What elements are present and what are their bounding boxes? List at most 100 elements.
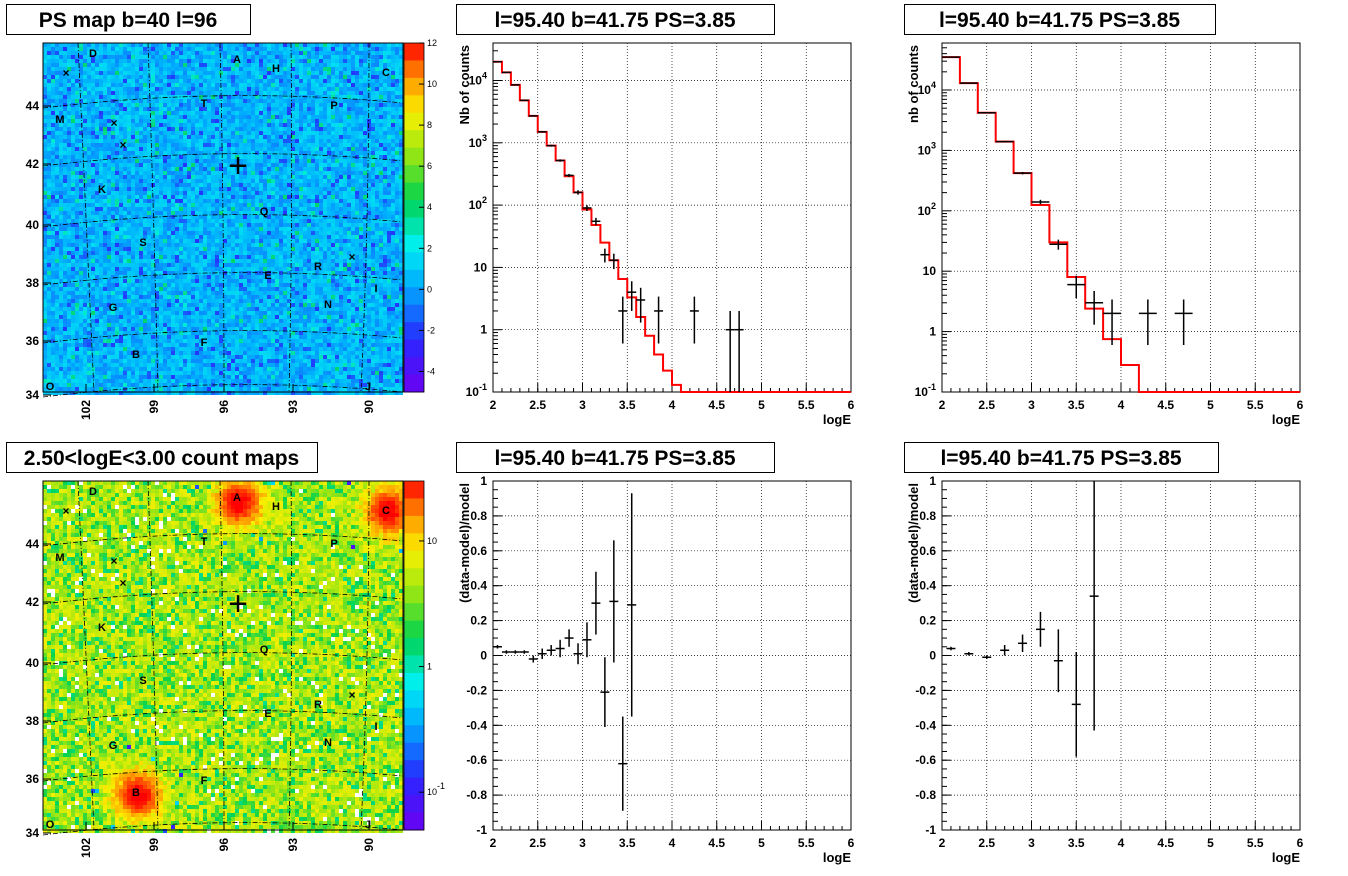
map-pixel — [351, 195, 355, 199]
map-pixel — [59, 135, 63, 139]
map-pixel — [203, 243, 207, 247]
map-pixel — [211, 179, 215, 183]
map-pixel — [111, 123, 115, 127]
map-pixel — [355, 59, 359, 63]
map-pixel — [331, 107, 335, 111]
map-pixel — [271, 227, 275, 231]
map-pixel — [171, 191, 175, 195]
map-pixel — [359, 127, 363, 131]
map-pixel — [303, 235, 307, 239]
map-pixel — [303, 115, 307, 119]
map-pixel — [347, 175, 351, 179]
map-pixel — [63, 51, 67, 55]
map-pixel — [175, 83, 179, 87]
map-pixel — [75, 243, 79, 247]
map-pixel — [135, 71, 139, 75]
map-pixel — [179, 115, 183, 119]
map-pixel — [171, 59, 175, 63]
map-pixel — [151, 95, 155, 99]
map-pixel — [371, 55, 375, 59]
map-pixel — [235, 211, 239, 215]
map-pixel — [179, 87, 183, 91]
map-pixel — [275, 107, 279, 111]
map-pixel — [203, 179, 207, 183]
map-pixel — [243, 183, 247, 187]
map-pixel — [267, 127, 271, 131]
map-pixel — [91, 215, 95, 219]
map-pixel — [199, 59, 203, 63]
map-pixel — [311, 43, 315, 47]
map-pixel — [327, 203, 331, 207]
map-pixel — [211, 83, 215, 87]
map-pixel — [379, 135, 383, 139]
map-pixel — [55, 87, 59, 91]
map-pixel — [175, 103, 179, 107]
map-pixel — [287, 203, 291, 207]
map-pixel — [59, 43, 63, 47]
map-pixel — [199, 211, 203, 215]
map-pixel — [59, 127, 63, 131]
map-pixel — [123, 247, 127, 251]
map-pixel — [183, 207, 187, 211]
map-pixel — [187, 215, 191, 219]
map-pixel — [187, 255, 191, 259]
map-pixel — [171, 99, 175, 103]
map-pixel — [83, 51, 87, 55]
map-pixel — [47, 227, 51, 231]
map-pixel — [291, 115, 295, 119]
map-pixel — [347, 251, 351, 255]
map-pixel — [279, 119, 283, 123]
map-pixel — [247, 203, 251, 207]
map-pixel — [315, 119, 319, 123]
map-pixel — [163, 207, 167, 211]
map-pixel — [271, 183, 275, 187]
map-pixel — [111, 67, 115, 71]
map-pixel — [387, 171, 391, 175]
map-pixel — [255, 63, 259, 67]
map-pixel — [135, 111, 139, 115]
map-pixel — [67, 83, 71, 87]
map-pixel — [399, 207, 403, 211]
map-pixel — [119, 231, 123, 235]
map-pixel — [319, 127, 323, 131]
map-pixel — [51, 123, 55, 127]
map-pixel — [343, 227, 347, 231]
map-pixel — [79, 87, 83, 91]
map-pixel — [187, 223, 191, 227]
map-pixel — [63, 191, 67, 195]
map-pixel — [99, 99, 103, 103]
map-pixel — [327, 207, 331, 211]
map-pixel — [63, 119, 67, 123]
map-pixel — [171, 127, 175, 131]
map-pixel — [391, 123, 395, 127]
map-pixel — [59, 211, 63, 215]
map-pixel — [347, 243, 351, 247]
map-pixel — [155, 159, 159, 163]
map-pixel — [351, 95, 355, 99]
map-pixel — [387, 195, 391, 199]
map-pixel — [151, 135, 155, 139]
map-pixel — [131, 235, 135, 239]
map-pixel — [79, 99, 83, 103]
map-pixel — [203, 195, 207, 199]
map-pixel — [395, 139, 399, 143]
map-pixel — [319, 147, 323, 151]
map-pixel — [259, 51, 263, 55]
map-pixel — [167, 167, 171, 171]
map-pixel — [395, 127, 399, 131]
map-pixel — [127, 167, 131, 171]
map-pixel — [223, 119, 227, 123]
map-pixel — [219, 47, 223, 51]
map-pixel — [99, 187, 103, 191]
map-pixel — [91, 207, 95, 211]
map-pixel — [367, 139, 371, 143]
map-pixel — [103, 131, 107, 135]
map-pixel — [383, 103, 387, 107]
map-pixel — [287, 139, 291, 143]
map-pixel — [391, 203, 395, 207]
map-pixel — [371, 159, 375, 163]
map-pixel — [119, 183, 123, 187]
map-pixel — [227, 47, 231, 51]
map-pixel — [335, 203, 339, 207]
map-pixel — [323, 247, 327, 251]
